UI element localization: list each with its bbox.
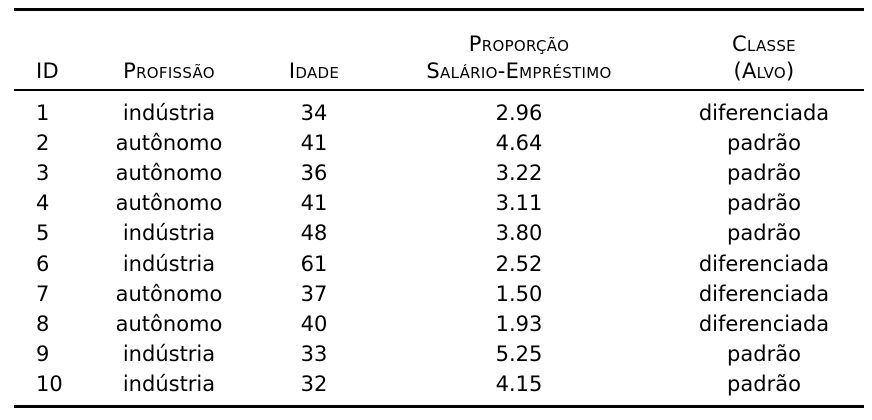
table-top-rule [14, 8, 864, 11]
header-classe: Classe (Alvo) [664, 11, 864, 89]
cell-idade: 48 [300, 221, 328, 246]
header-profissao: Profissão [123, 59, 215, 83]
cell-proporcao: 4.15 [495, 372, 543, 397]
cell-idade: 61 [300, 251, 328, 276]
cell-idade: 40 [300, 311, 328, 336]
data-table: ID Profissão Idade Proporção Salário-Emp… [14, 8, 864, 409]
cell-id: 1 [36, 100, 50, 125]
table-row: 9 indústria 33 5.25 padrão [14, 339, 864, 369]
table-row: 2 autônomo 41 4.64 padrão [14, 128, 864, 158]
cell-idade: 37 [300, 281, 328, 306]
cell-classe: padrão [727, 221, 801, 246]
cell-idade: 34 [300, 100, 328, 125]
table-row: 3 autônomo 36 3.22 padrão [14, 158, 864, 188]
cell-id: 6 [36, 251, 50, 276]
cell-proporcao: 4.64 [495, 130, 543, 155]
table-row: 10 indústria 32 4.15 padrão [14, 369, 864, 399]
table-row: 5 indústria 48 3.80 padrão [14, 218, 864, 248]
cell-proporcao: 3.80 [495, 221, 543, 246]
cell-profissao: indústria [122, 100, 216, 125]
cell-proporcao: 2.96 [495, 100, 543, 125]
cell-classe: padrão [727, 342, 801, 367]
header-proporcao: Proporção Salário-Empréstimo [374, 11, 664, 89]
cell-profissao: autônomo [115, 311, 223, 336]
table-header: ID Profissão Idade Proporção Salário-Emp… [14, 11, 864, 89]
cell-classe: diferenciada [698, 100, 830, 125]
table-body: 1 indústria 34 2.96 diferenciada 2 autônomo 41 4… [14, 94, 864, 400]
cell-profissao: autônomo [115, 160, 223, 185]
cell-proporcao: 1.50 [495, 281, 543, 306]
cell-profissao: autônomo [115, 281, 223, 306]
cell-proporcao: 2.52 [495, 251, 543, 276]
cell-id: 4 [36, 191, 50, 216]
header-proporcao-line1: Proporção [468, 32, 570, 56]
table-header-rule [14, 89, 864, 91]
table-row: 7 autônomo 37 1.50 diferenciada [14, 279, 864, 309]
header-idade: Idade [288, 59, 340, 83]
cell-profissao: autônomo [115, 130, 223, 155]
cell-classe: diferenciada [698, 311, 830, 336]
cell-id: 9 [36, 342, 50, 367]
cell-idade: 32 [300, 372, 328, 397]
cell-classe: padrão [727, 191, 801, 216]
cell-id: 7 [36, 281, 50, 306]
cell-classe: diferenciada [698, 281, 830, 306]
table-grid: ID Profissão Idade Proporção Salário-Emp… [14, 11, 864, 89]
table-bottom-rule [14, 405, 864, 409]
cell-classe: padrão [727, 160, 801, 185]
cell-idade: 33 [300, 342, 328, 367]
cell-id: 10 [36, 372, 63, 397]
cell-id: 5 [36, 221, 50, 246]
table-row: 6 indústria 61 2.52 diferenciada [14, 248, 864, 278]
cell-proporcao: 3.11 [495, 191, 543, 216]
table-body-grid: 1 indústria 34 2.96 diferenciada 2 autônomo 41 4… [14, 94, 864, 400]
cell-profissao: indústria [122, 221, 216, 246]
cell-profissao: autônomo [115, 191, 223, 216]
header-proporcao-line2: Salário-Empréstimo [426, 59, 612, 83]
cell-id: 2 [36, 130, 50, 155]
header-classe-line1: Classe [732, 32, 796, 56]
table-row: 8 autônomo 40 1.93 diferenciada [14, 309, 864, 339]
cell-idade: 41 [300, 191, 328, 216]
cell-classe: padrão [727, 130, 801, 155]
cell-profissao: indústria [122, 251, 216, 276]
cell-profissao: indústria [122, 372, 216, 397]
cell-proporcao: 3.22 [495, 160, 543, 185]
header-id: ID [36, 59, 59, 83]
cell-classe: diferenciada [698, 251, 830, 276]
table-row: 4 autônomo 41 3.11 padrão [14, 188, 864, 218]
cell-proporcao: 1.93 [495, 311, 543, 336]
table-row: 1 indústria 34 2.96 diferenciada [14, 94, 864, 128]
cell-idade: 36 [300, 160, 328, 185]
cell-id: 8 [36, 311, 50, 336]
cell-classe: padrão [727, 372, 801, 397]
header-classe-line2: (Alvo) [733, 59, 795, 83]
cell-proporcao: 5.25 [495, 342, 543, 367]
cell-profissao: indústria [122, 342, 216, 367]
cell-id: 3 [36, 160, 50, 185]
cell-idade: 41 [300, 130, 328, 155]
